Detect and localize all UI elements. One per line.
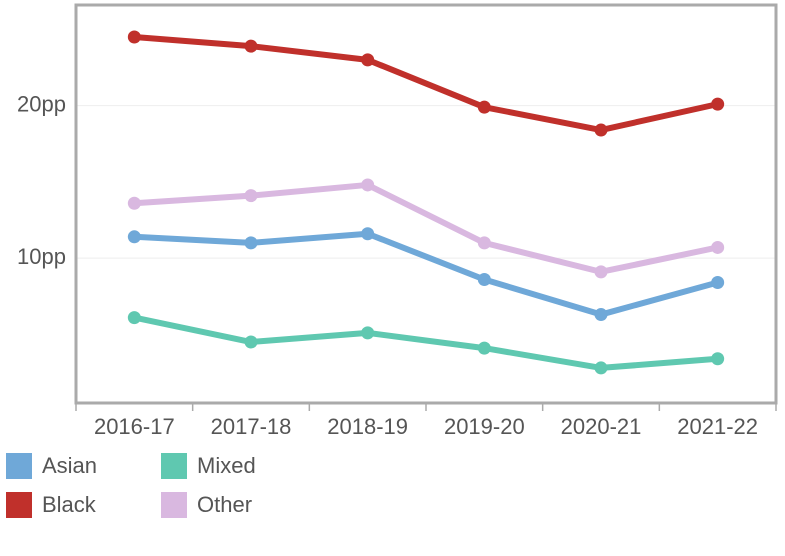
point xyxy=(244,236,258,250)
x-tick-label: 2021-22 xyxy=(677,414,758,439)
point xyxy=(127,230,141,244)
point xyxy=(244,39,258,53)
point xyxy=(361,227,375,241)
point xyxy=(594,123,608,137)
point xyxy=(127,30,141,44)
point xyxy=(711,97,725,111)
x-tick-label: 2018-19 xyxy=(327,414,408,439)
point xyxy=(477,236,491,250)
x-tick-label: 2019-20 xyxy=(444,414,525,439)
series-line xyxy=(134,34,719,134)
point xyxy=(361,178,375,192)
point xyxy=(594,308,608,322)
series-line xyxy=(134,181,719,275)
x-tick-label: 2017-18 xyxy=(211,414,292,439)
point xyxy=(127,311,141,325)
point xyxy=(361,326,375,340)
point xyxy=(127,196,141,210)
point xyxy=(711,352,725,366)
point xyxy=(244,189,258,203)
legend-label: Asian xyxy=(42,453,97,478)
point xyxy=(711,240,725,254)
point xyxy=(244,335,258,349)
point xyxy=(477,272,491,286)
legend-swatch xyxy=(6,492,32,518)
y-tick-label: 20pp xyxy=(17,91,66,116)
point xyxy=(477,341,491,355)
legend-swatch xyxy=(6,453,32,479)
legend-label: Mixed xyxy=(197,453,256,478)
y-tick-label: 10pp xyxy=(17,244,66,269)
point xyxy=(361,53,375,67)
series-line xyxy=(133,314,718,371)
point xyxy=(477,100,491,114)
legend-label: Other xyxy=(197,492,252,517)
point xyxy=(594,361,608,375)
x-tick-label: 2016-17 xyxy=(94,414,175,439)
series-line xyxy=(134,230,719,318)
x-tick-label: 2020-21 xyxy=(561,414,642,439)
point xyxy=(594,265,608,279)
legend-label: Black xyxy=(42,492,97,517)
point xyxy=(711,276,725,290)
legend-swatch xyxy=(161,453,187,479)
legend-swatch xyxy=(161,492,187,518)
